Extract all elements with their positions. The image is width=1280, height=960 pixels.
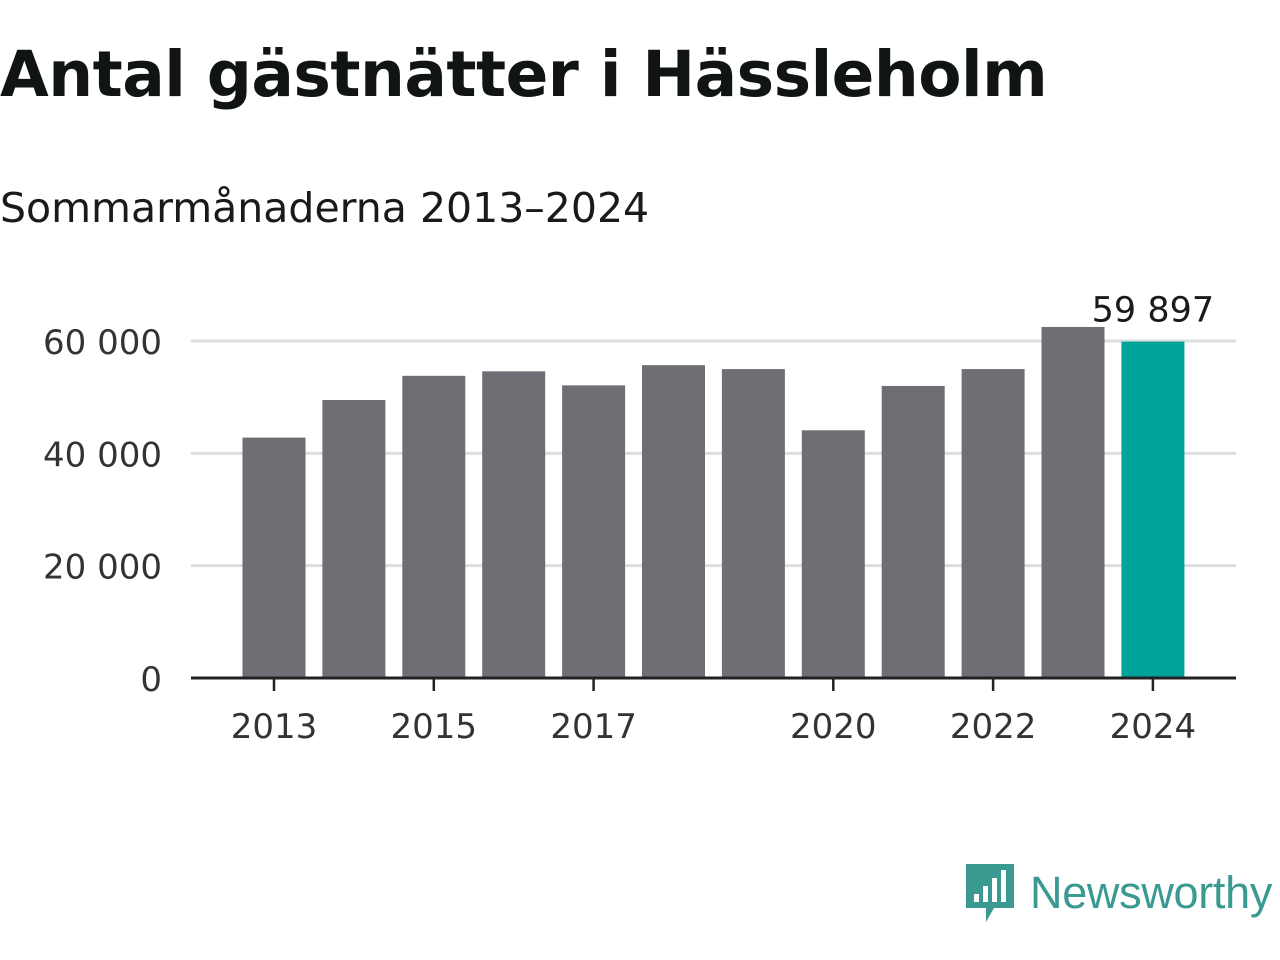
y-tick-label: 0 [140, 660, 162, 700]
bar-2014 [322, 399, 386, 678]
y-tick-label: 40 000 [43, 435, 162, 475]
bar-2023 [1041, 326, 1105, 678]
bar-2015 [402, 375, 466, 678]
x-tick-label: 2013 [231, 707, 318, 747]
newsworthy-logo: Newsworthy [964, 862, 1272, 924]
bar-2016 [482, 371, 546, 678]
bar-2019 [721, 369, 785, 678]
bar-2017 [562, 385, 626, 678]
x-tick-label: 2017 [550, 707, 637, 747]
bar-2013 [242, 437, 306, 678]
y-tick-label: 60 000 [43, 323, 162, 363]
x-tick-label: 2015 [391, 707, 478, 747]
bar-2020 [801, 430, 865, 678]
data-label: 59 897 [1092, 291, 1214, 331]
bar-2024 [1121, 341, 1185, 678]
y-axis-tick-labels: 0 20 000 40 000 60 000 [43, 323, 162, 700]
bar-2022 [961, 369, 1025, 678]
chart-subtitle: Sommarmånaderna 2013–2024 [0, 184, 650, 232]
x-tick-label: 2024 [1110, 707, 1197, 747]
bar-2018 [642, 365, 705, 678]
x-tick-label: 2020 [790, 707, 877, 747]
bars [242, 326, 1185, 678]
chart-title: Antal gästnätter i Hässleholm [0, 38, 1048, 111]
annotations: 59 897 [1092, 291, 1214, 331]
bar-2021 [881, 385, 945, 678]
x-tick-label: 2022 [950, 707, 1037, 747]
bar-chart-speech-bubble-icon [966, 864, 1014, 922]
y-tick-label: 20 000 [43, 548, 162, 588]
x-axis: 2013 2015 2017 2020 2022 2024 [191, 676, 1236, 747]
logo-text: Newsworthy [1030, 867, 1273, 918]
